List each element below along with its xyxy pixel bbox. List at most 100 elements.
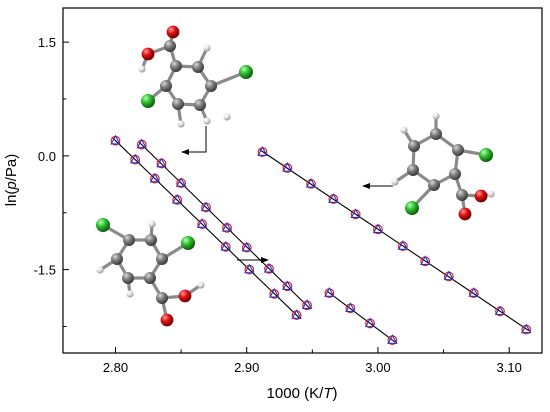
hydrogen-atom-icon (138, 65, 146, 73)
fit-line (138, 141, 311, 309)
ticks-layer: 2.80 2.90 3.00 3.10 1.5 0.0 -1.5 (34, 35, 522, 375)
carbon-atom-icon (430, 128, 442, 140)
molecules-layer (96, 25, 495, 327)
oxygen-atom-icon (141, 47, 155, 61)
hydrogen-atom-icon (177, 120, 185, 128)
carbon-atom-icon (122, 272, 134, 284)
data-point-triangle (282, 280, 293, 291)
hydrogen-atom-icon (400, 126, 408, 134)
molecule-top-left (138, 25, 253, 128)
hydrogen-atom-icon (203, 44, 211, 52)
arrow-shaft (186, 126, 207, 153)
x-tick-label: 2.80 (103, 360, 128, 375)
data-point-triangle (282, 162, 293, 172)
hydrogen-atom-icon (391, 178, 399, 186)
chlorine-atom-icon (181, 236, 195, 250)
carbon-atom-icon (452, 144, 464, 156)
data-point-triangle (136, 138, 147, 149)
carbon-atom-icon (205, 80, 217, 92)
data-point-triangle (494, 305, 506, 316)
chlorine-atom-icon (96, 218, 110, 232)
data-point-triangle (244, 263, 255, 274)
y-axis-label: ln(p/Pa) (3, 154, 20, 207)
data-point-triangle (129, 153, 141, 164)
data-point-triangle (149, 172, 161, 183)
oxygen-atom-icon (178, 289, 192, 303)
fit-line (112, 137, 300, 319)
bent-arrow-icon (181, 126, 207, 155)
data-point-triangle (263, 262, 275, 273)
data-point-triangle (305, 177, 317, 188)
chlorine-atom-icon (239, 65, 253, 79)
carbon-atom-icon (164, 40, 176, 52)
data-point-triangle (269, 287, 280, 298)
plot-frame (62, 7, 543, 354)
carbon-atom-icon (156, 292, 168, 304)
data-layer (110, 134, 532, 346)
molecule-right (391, 112, 495, 221)
data-point-triangle (221, 221, 233, 232)
data-point-triangle (387, 334, 398, 344)
chlorine-atom-icon (479, 148, 493, 162)
carbon-atom-icon (145, 234, 157, 246)
data-point-triangle (364, 317, 376, 328)
hydrogen-atom-icon (126, 290, 134, 298)
data-point-triangle (220, 240, 231, 251)
carbon-atom-icon (456, 189, 468, 201)
x-tick-label: 3.00 (365, 360, 390, 375)
y-tick-label: -1.5 (34, 263, 56, 278)
arrow-head (181, 149, 189, 155)
data-point-triangle (397, 240, 409, 250)
data-point-triangle (345, 302, 356, 313)
x-tick-label: 2.90 (234, 360, 259, 375)
data-point-triangle (328, 193, 339, 203)
carbon-atom-icon (172, 98, 184, 110)
data-point-triangle (350, 208, 361, 218)
data-point-triangle (241, 241, 252, 252)
hydrogen-atom-icon (203, 117, 211, 125)
carbon-atom-icon (170, 60, 182, 72)
data-point-triangle (419, 255, 431, 266)
chlorine-atom-icon (405, 201, 419, 215)
data-point-triangle (171, 193, 183, 204)
data-point-triangle (196, 218, 208, 228)
data-point-triangle (175, 177, 187, 187)
molecule-bottom-left (96, 218, 205, 327)
x-axis-label: 1000 (K/T) (267, 385, 338, 402)
data-point-triangle (291, 309, 302, 319)
chlorine-atom-icon (141, 94, 155, 108)
data-point-triangle (200, 201, 212, 212)
carbon-atom-icon (160, 80, 172, 92)
data-point-triangle (468, 287, 479, 297)
x-tick-label: 3.10 (497, 360, 522, 375)
data-point-triangle (257, 146, 268, 156)
y-tick-label: 1.5 (38, 35, 56, 50)
carbon-atom-icon (428, 179, 440, 191)
fit-line (326, 290, 396, 343)
data-point-triangle (443, 270, 455, 281)
hydrogen-atom-icon (487, 190, 495, 198)
y-tick-label: 0.0 (38, 149, 56, 164)
data-point-triangle (521, 323, 532, 334)
carbon-atom-icon (449, 168, 461, 180)
arrows-layer (181, 126, 393, 263)
arrow-head (362, 183, 370, 189)
hydrogen-atom-icon (96, 266, 104, 274)
arrow-head (261, 257, 269, 263)
oxygen-atom-icon (166, 25, 180, 39)
carbon-atom-icon (407, 164, 419, 176)
hydrogen-atom-icon (223, 113, 231, 121)
oxygen-atom-icon (458, 207, 472, 221)
carbon-atom-icon (194, 99, 206, 111)
oxygen-atom-icon (474, 189, 488, 203)
carbon-atom-icon (192, 61, 204, 73)
left-arrow-icon (362, 183, 393, 189)
fit-line (259, 149, 530, 332)
carbon-atom-icon (156, 253, 168, 265)
data-point-triangle (372, 223, 384, 234)
data-point-triangle (110, 134, 121, 145)
carbon-atom-icon (111, 253, 123, 265)
data-point-triangle (156, 157, 167, 168)
